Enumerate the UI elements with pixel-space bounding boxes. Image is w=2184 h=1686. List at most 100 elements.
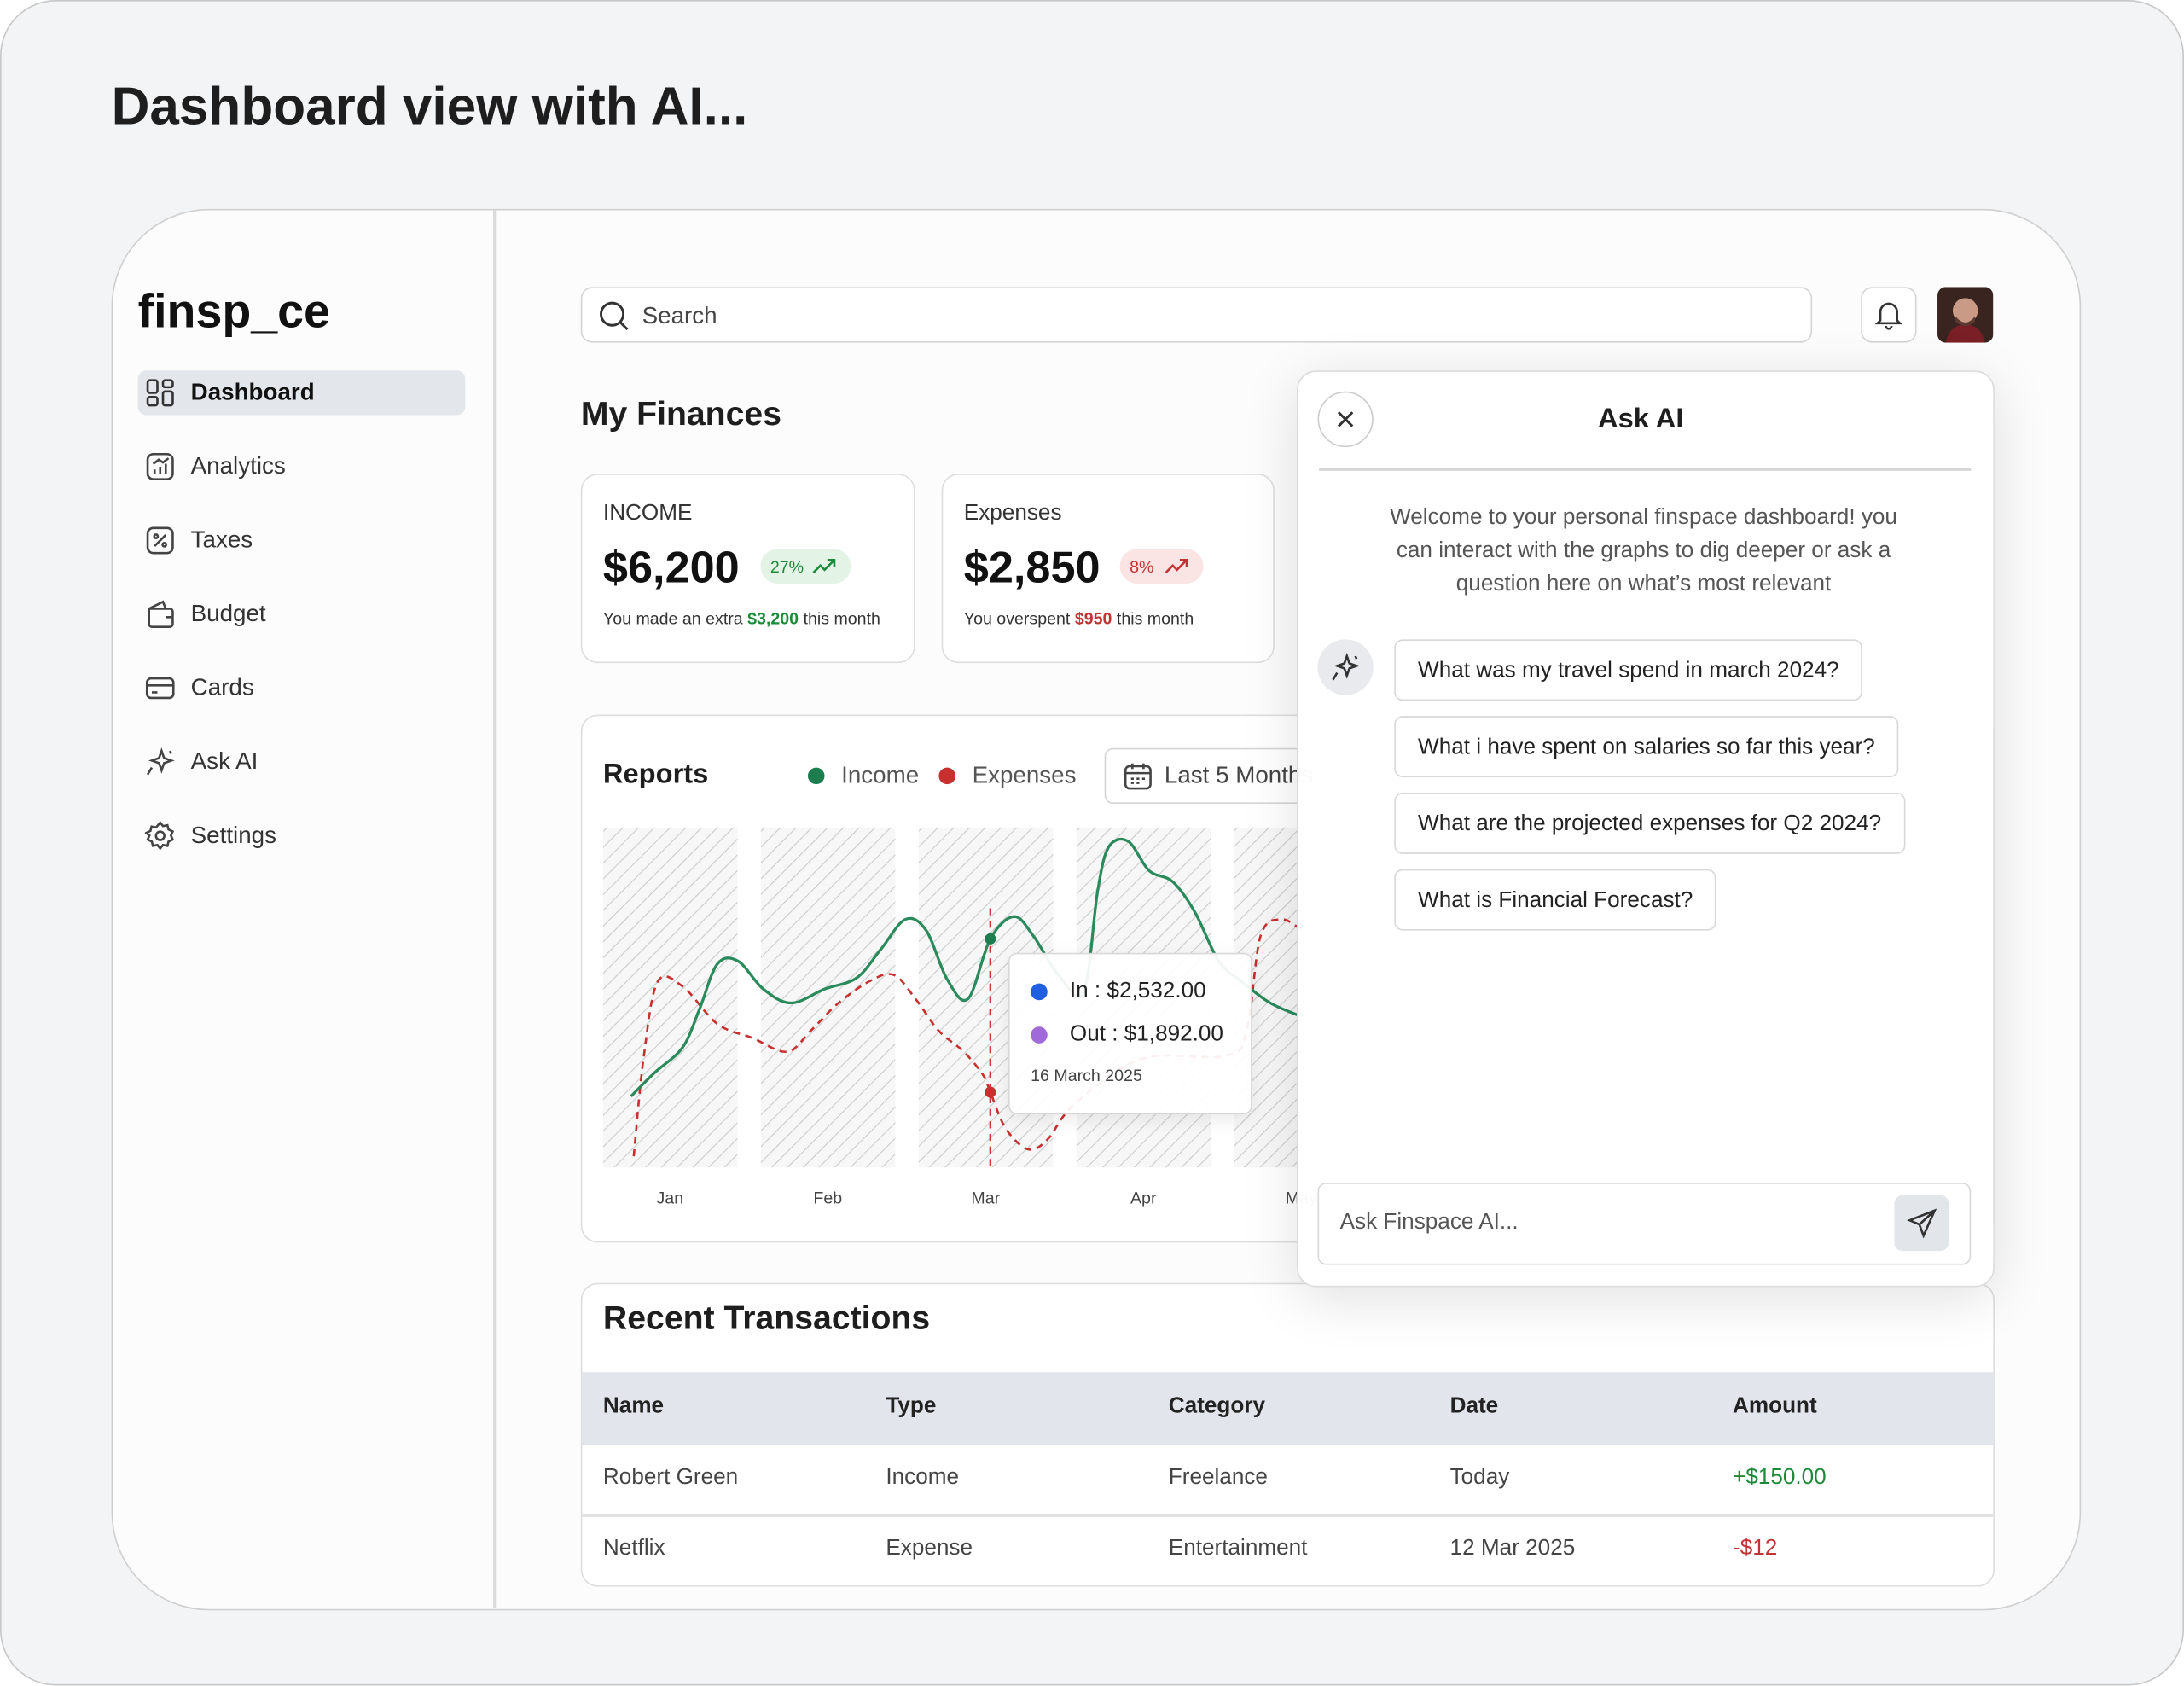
close-icon: [1337, 411, 1354, 427]
legend-dot: [938, 767, 956, 785]
nav-item[interactable]: Ask AI: [190, 747, 258, 775]
column-header: Type: [886, 1394, 937, 1419]
search-placeholder: Search: [642, 302, 717, 329]
dashboard-icon: [146, 379, 174, 407]
search-icon: [600, 301, 629, 331]
nav-item[interactable]: Taxes: [190, 526, 253, 554]
section-title: My Finances: [580, 395, 781, 433]
transactions-title: Recent Transactions: [602, 1299, 931, 1338]
card-amount: $2,850: [963, 542, 1101, 592]
month-column: [602, 827, 738, 1168]
welcome-text: Welcome to your personal finspace dashbo…: [1390, 505, 1897, 596]
nav-item[interactable]: Budget: [190, 600, 266, 627]
suggestion-chip[interactable]: What is Financial Forecast?: [1394, 869, 1717, 931]
change-pill: [1119, 549, 1204, 584]
ask-ai-icon: [146, 747, 175, 776]
active-nav-bg: [137, 370, 466, 416]
change-value: 8%: [1130, 557, 1154, 577]
input-placeholder: Ask Finspace AI...: [1339, 1210, 1519, 1235]
table-cell: Freelance: [1168, 1465, 1268, 1490]
cards-icon: [145, 677, 175, 700]
card-label: INCOME: [602, 501, 693, 526]
suggestion-chip[interactable]: What are the projected expenses for Q2 2…: [1394, 792, 1905, 854]
note-text: this month: [1116, 608, 1194, 629]
column-header: Amount: [1733, 1394, 1817, 1419]
hover-point: [985, 933, 996, 945]
table-cell: Robert Green: [602, 1465, 739, 1490]
column-header: Category: [1168, 1394, 1266, 1419]
calendar-icon: [1124, 763, 1152, 790]
note-text: You overspent: [963, 608, 1071, 629]
expenses-line: [632, 918, 1304, 1157]
change-value: 27%: [770, 557, 804, 577]
note-text: this month: [803, 608, 880, 629]
card-label: Expenses: [963, 501, 1062, 526]
sidebar-divider: [492, 210, 496, 1608]
ai-avatar: [1317, 639, 1374, 695]
tooltip-out: Out : $1,892.00: [1069, 1022, 1223, 1047]
table-cell: 12 Mar 2025: [1449, 1536, 1576, 1561]
chat-input[interactable]: [1317, 1183, 1972, 1265]
tooltip-in: In : $2,532.00: [1069, 979, 1206, 1003]
analytics-icon: [146, 452, 174, 480]
nav-item[interactable]: Dashboard: [190, 379, 315, 406]
settings-icon: [144, 821, 175, 851]
transactions-card: [580, 1282, 1995, 1587]
table-cell: Expense: [886, 1536, 973, 1561]
range-label: Last 5 Months: [1164, 762, 1314, 789]
panel-title: Ask AI: [1598, 404, 1684, 435]
suggestion-chip[interactable]: What was my travel spend in march 2024?: [1394, 639, 1863, 701]
tooltip-date: 16 March 2025: [1031, 1065, 1142, 1085]
month-label: Mar: [971, 1189, 1000, 1208]
tooltip: [1008, 952, 1252, 1115]
trend-icon: [1165, 559, 1188, 573]
note-text: You made an extra: [602, 608, 743, 629]
column-header: Name: [602, 1394, 665, 1419]
table-header-bg: [582, 1372, 1994, 1445]
column-header: Date: [1449, 1394, 1499, 1419]
table-cell: Entertainment: [1168, 1536, 1308, 1561]
note-highlight: $950: [1074, 608, 1112, 629]
row-divider: [582, 1514, 1994, 1517]
tooltip-dot: [1031, 983, 1048, 1001]
table-cell: +$150.00: [1733, 1465, 1827, 1490]
month-label: Feb: [813, 1189, 842, 1208]
table-cell: Netflix: [602, 1536, 665, 1561]
table-cell: Income: [886, 1465, 960, 1490]
close-button[interactable]: [1317, 391, 1374, 448]
month-column: [760, 827, 896, 1168]
bell-icon: [1874, 302, 1903, 330]
table-cell: Today: [1449, 1465, 1510, 1490]
card-note: You overspent $950 this month: [964, 608, 1194, 628]
card-note: You made an extra $3,200 this month: [603, 608, 880, 628]
hover-point: [985, 1086, 996, 1098]
avatar[interactable]: [1937, 287, 1994, 343]
legend-dot: [807, 767, 825, 785]
trend-icon: [812, 559, 836, 573]
nav-item[interactable]: Cards: [190, 674, 254, 701]
nav-item[interactable]: Settings: [190, 822, 276, 849]
notification-button[interactable]: [1861, 287, 1917, 343]
note-highlight: $3,200: [747, 608, 799, 629]
page-title: Dashboard view with AI...: [111, 78, 748, 137]
suggestion-chip[interactable]: What i have spent on salaries so far thi…: [1394, 716, 1899, 778]
card-amount: $6,200: [602, 542, 740, 592]
sparkle-icon: [1332, 652, 1361, 681]
nav-item[interactable]: Analytics: [190, 452, 286, 480]
expenses-card: [941, 474, 1275, 664]
reports-title: Reports: [602, 759, 709, 790]
panel-divider: [1319, 468, 1972, 471]
tooltip-dot: [1031, 1026, 1048, 1044]
search-bar[interactable]: [580, 287, 1813, 343]
income-card: [580, 474, 915, 664]
month-label: Jan: [657, 1189, 684, 1208]
taxes-icon: [146, 526, 174, 555]
table-cell: -$12: [1733, 1536, 1778, 1561]
logo: finsp_ce: [137, 285, 330, 339]
change-pill: [760, 549, 851, 584]
income-line: [630, 837, 1304, 1098]
month-label: Apr: [1130, 1189, 1157, 1208]
legend-label: Expenses: [972, 762, 1077, 789]
